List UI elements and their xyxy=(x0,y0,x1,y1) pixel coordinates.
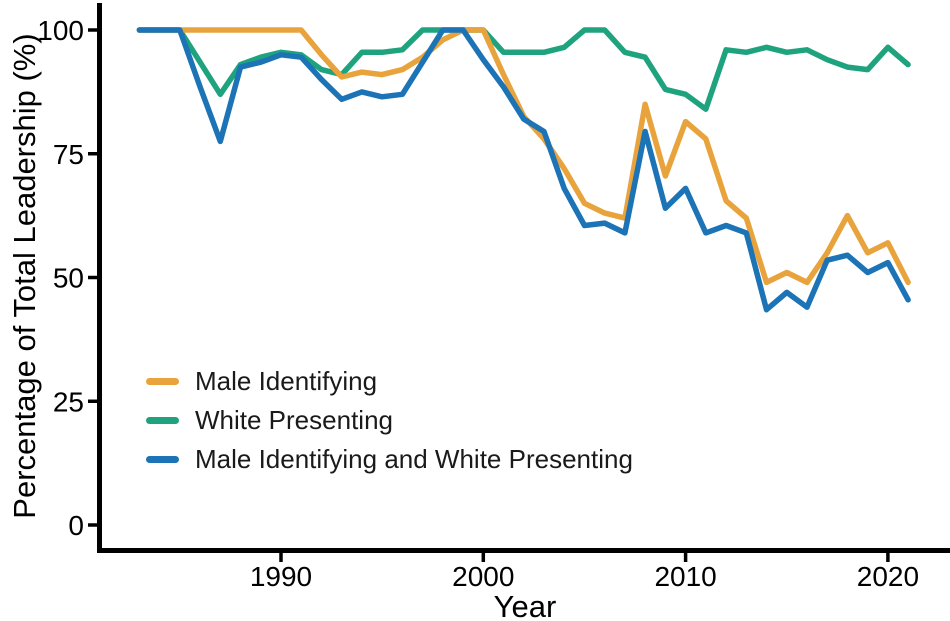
x-axis-title: Year xyxy=(493,589,557,621)
legend-swatch-male-identifying-white-presenting xyxy=(146,455,179,463)
y-tick-label: 100 xyxy=(37,15,84,46)
x-tick-label: 1990 xyxy=(250,561,312,592)
legend-item-male-identifying-white-presenting: Male Identifying and White Presenting xyxy=(146,444,633,474)
legend-swatch-male-identifying xyxy=(146,377,179,385)
series-line-white-presenting xyxy=(136,27,911,112)
series-line-male-identifying xyxy=(136,27,911,286)
y-tick-label: 75 xyxy=(53,139,84,170)
x-tick-label: 2010 xyxy=(654,561,716,592)
legend-label: Male Identifying and White Presenting xyxy=(195,443,633,474)
legend-item-male-identifying: Male Identifying xyxy=(146,366,633,396)
y-axis-title: Percentage of Total Leadership (%) xyxy=(7,33,42,519)
legend-label: Male Identifying xyxy=(195,365,378,396)
x-tick-label: 2000 xyxy=(452,561,514,592)
x-tick-label: 2020 xyxy=(857,561,919,592)
legend-item-white-presenting: White Presenting xyxy=(146,405,633,435)
y-tick-label: 25 xyxy=(53,386,84,417)
legend-label: White Presenting xyxy=(195,404,393,435)
y-tick-label: 50 xyxy=(53,263,84,294)
legend: Male Identifying White Presenting Male I… xyxy=(146,366,633,483)
series-line-male-identifying-and-white-presenting xyxy=(136,27,911,313)
y-tick-label: 0 xyxy=(68,510,84,541)
legend-swatch-white-presenting xyxy=(146,416,179,424)
